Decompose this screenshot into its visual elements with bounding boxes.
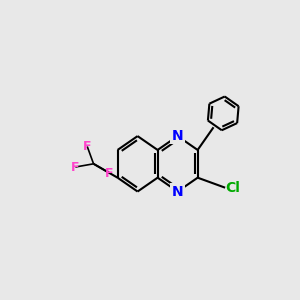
Text: F: F [71, 160, 80, 173]
Text: N: N [172, 184, 183, 199]
Text: F: F [105, 167, 114, 180]
Text: Cl: Cl [225, 181, 240, 195]
Text: N: N [172, 129, 183, 143]
Text: F: F [83, 140, 92, 153]
